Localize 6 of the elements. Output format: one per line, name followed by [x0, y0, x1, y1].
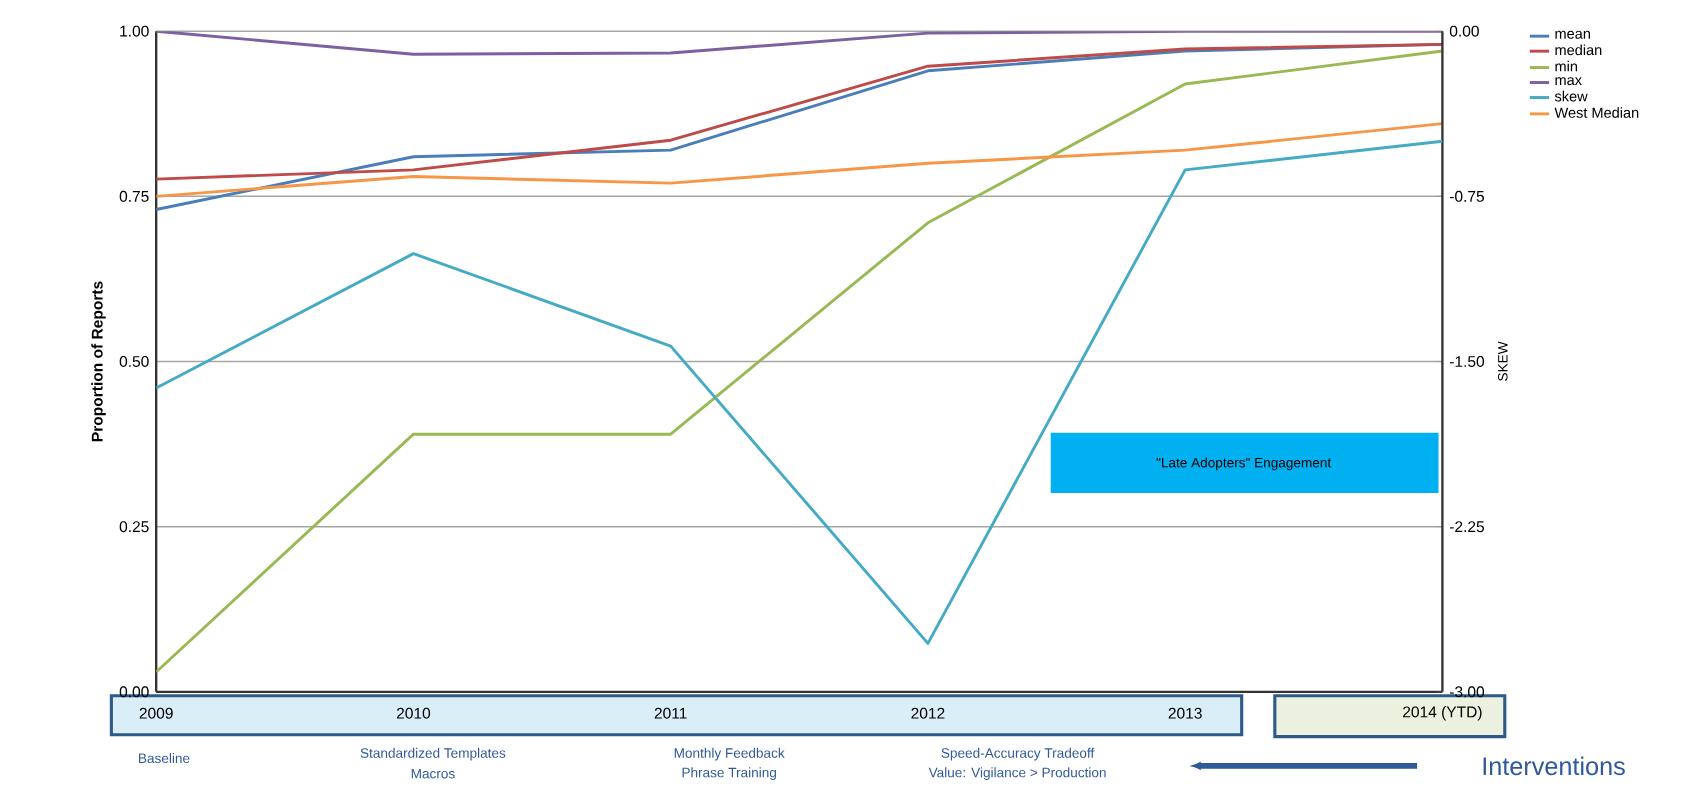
line-series: [156, 140, 1443, 646]
line-series: [156, 31, 1443, 57]
line-series: [156, 49, 1443, 674]
line-series: [156, 122, 1443, 199]
text: Interventions: [1483, 756, 1625, 776]
line-series: [156, 43, 1443, 181]
